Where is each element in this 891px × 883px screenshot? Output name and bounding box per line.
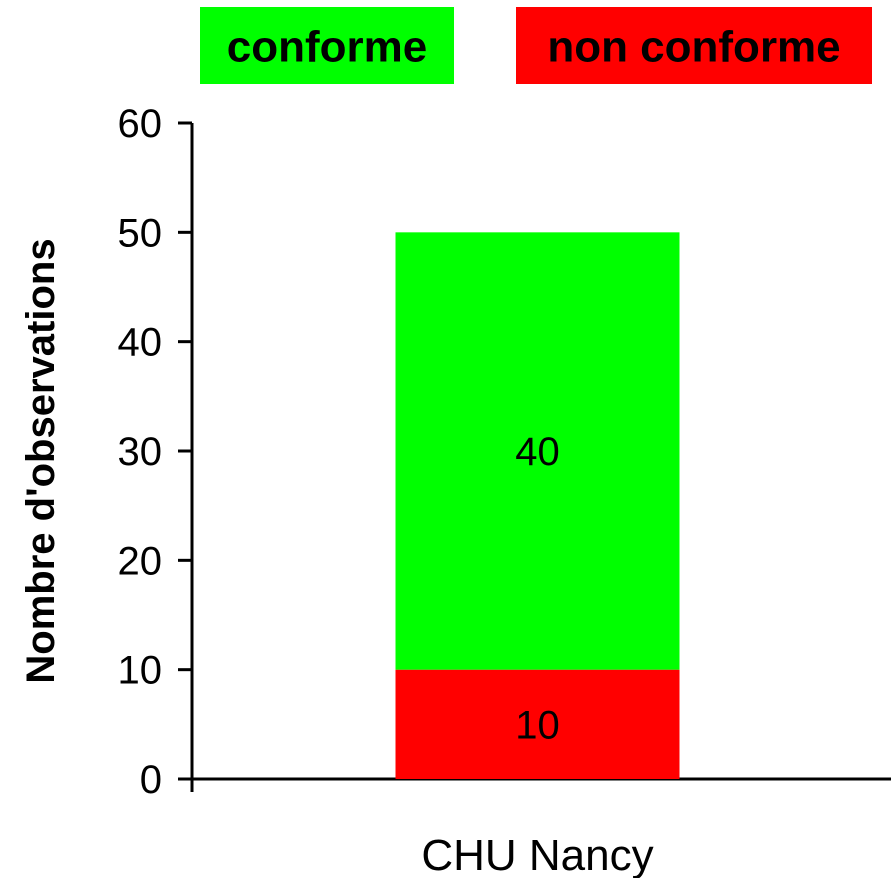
data-label-non-conforme-0: 10 [515,703,560,747]
legend: conforme non conforme [200,7,872,84]
data-labels: 10 40 [515,430,560,747]
y-tick-label-1: 10 [118,649,163,693]
legend-label-0: conforme [227,23,427,72]
bar-non-conforme-0 [395,669,680,779]
legend-swatch-0 [200,7,454,84]
y-tick-label-2: 20 [118,539,163,583]
y-axis-title: Nombre d'observations [19,238,63,683]
legend-swatch-1 [516,7,872,84]
y-tick-label-5: 50 [118,211,163,255]
bars [395,232,680,779]
axes: 0 10 20 30 40 50 60 Nombre d'observations CHU Na… [19,102,891,880]
legend-label-1: non conforme [547,23,840,72]
y-tick-label-6: 60 [118,102,163,146]
y-tick-label-0: 0 [140,758,162,802]
data-label-conforme-0: 40 [515,430,560,474]
bar-conforme-0 [395,232,680,670]
x-category-label-0: CHU Nancy [421,831,653,878]
y-tick-label-4: 40 [118,321,163,365]
y-tick-label-3: 30 [118,430,163,474]
